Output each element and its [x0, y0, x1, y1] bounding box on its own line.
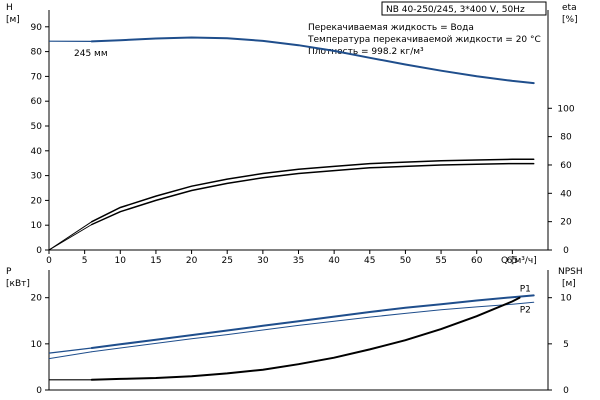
series-1-0-extrapolated [48, 347, 92, 354]
x-tick-label: 15 [150, 256, 161, 266]
bottom-panel-curves [48, 294, 535, 381]
npsh-axis-label: NPSH [558, 267, 583, 277]
series-0-0-line [90, 36, 535, 85]
series-1-0-line [90, 294, 535, 349]
right-tick-label: 10 [560, 294, 572, 304]
temperature-label: Температура перекачиваемой жидкости = 20… [307, 35, 541, 45]
x-tick-label: 10 [115, 256, 127, 266]
x-tick-label: 55 [435, 256, 446, 266]
left-tick-label: 60 [31, 97, 43, 107]
model-box [381, 1, 547, 16]
flow-axis-label: Q [м³/ч] [501, 256, 537, 266]
left-tick-label: 80 [31, 48, 43, 58]
left-tick-label: 10 [31, 340, 43, 350]
series-1-1-line [91, 301, 535, 353]
right-tick-label: 100 [557, 104, 574, 114]
series-labels: P1 P2 [520, 284, 531, 315]
right-tick-label: 20 [560, 218, 572, 228]
left-tick-label: 50 [31, 122, 43, 132]
x-tick-label: 60 [471, 256, 483, 266]
efficiency-axis-unit: [%] [562, 15, 578, 25]
power-axis-label: P [6, 267, 12, 277]
left-tick-label: 10 [31, 221, 43, 231]
x-tick-label: 30 [257, 256, 269, 266]
series-0-2-extrapolated [48, 221, 93, 251]
left-tick-label: 20 [31, 294, 43, 304]
right-tick-label: 80 [560, 133, 572, 143]
right-tick-label: 60 [560, 161, 572, 171]
x-tick-label: 20 [186, 256, 198, 266]
x-tick-label: 40 [328, 256, 340, 266]
left-tick-label: 40 [31, 147, 43, 157]
series-1-1-extrapolated [48, 351, 92, 360]
model-label: NB 40-250/245, 3*400 V, 50Hz [386, 5, 525, 15]
x-tick-label: 35 [293, 256, 304, 266]
x-tick-label: 0 [46, 256, 52, 266]
liquid-label: Перекачиваемая жидкость = Вода [308, 23, 474, 33]
density-label: Плотность = 998.2 кг/м³ [308, 47, 424, 57]
series-1-2-line [90, 296, 521, 381]
left-tick-label: 0 [36, 386, 42, 396]
x-tick-label: 25 [221, 256, 232, 266]
left-tick-label: 0 [36, 246, 42, 256]
impeller-diameter-label: 245 мм [74, 49, 108, 59]
head-axis-unit: [м] [6, 15, 20, 25]
left-tick-label: 30 [31, 172, 43, 182]
left-tick-label: 70 [31, 72, 43, 82]
efficiency-axis-label: eta [562, 3, 577, 13]
top-panel-curves [48, 36, 535, 251]
left-tick-label: 90 [31, 23, 43, 33]
x-tick-label: 5 [82, 256, 88, 266]
top-panel-ticks: 0 10 20 30 40 50 60 70 80 90 0 20 40 60 80 100 0 5 10 15 20 2… [31, 10, 575, 266]
right-tick-label: 5 [563, 340, 569, 350]
power-axis-unit: [кВт] [6, 279, 30, 289]
head-axis-label: H [6, 3, 13, 13]
series-label-p2: P2 [520, 305, 531, 315]
series-0-2-line [91, 158, 535, 223]
right-tick-label: 40 [560, 189, 572, 199]
bottom-panel-ticks: 0 10 20 0 5 10 [31, 270, 572, 396]
series-label-p1: P1 [520, 284, 531, 294]
left-tick-label: 20 [31, 196, 43, 206]
right-tick-label: 0 [563, 246, 569, 256]
x-tick-label: 45 [364, 256, 375, 266]
x-tick-label: 50 [400, 256, 412, 266]
npsh-axis-unit: [м] [562, 279, 576, 289]
series-0-1-line [91, 162, 535, 226]
x-tick-label: 65 [507, 256, 518, 266]
right-tick-label: 0 [563, 386, 569, 396]
